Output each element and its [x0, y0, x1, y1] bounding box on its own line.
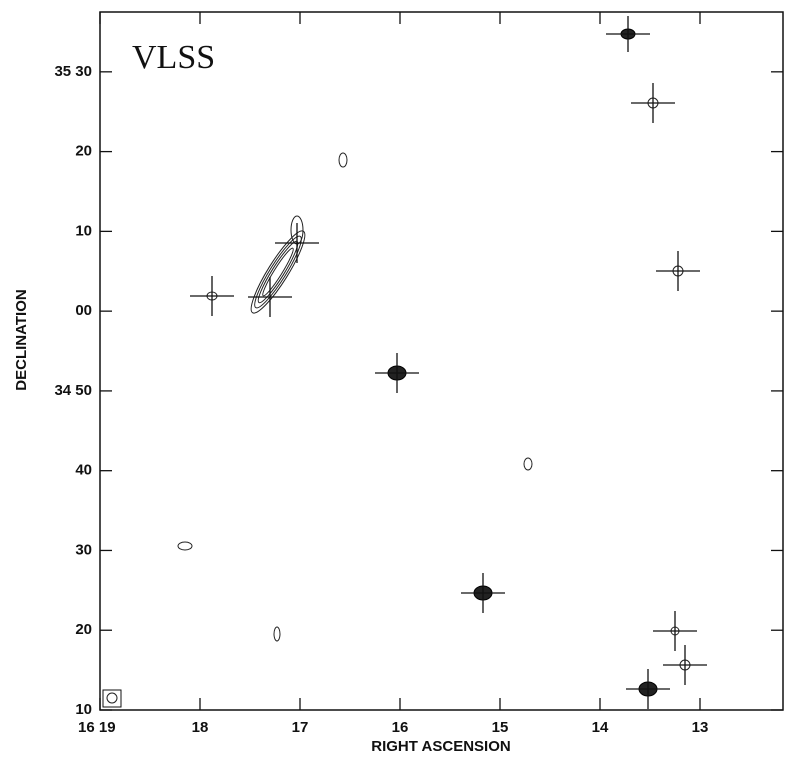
x-tick-label: 14 [592, 719, 609, 736]
x-axis-label: RIGHT ASCENSION [371, 738, 510, 755]
y-tick-label: 40 [75, 462, 92, 479]
plot-frame [100, 12, 783, 710]
x-tick-label: 18 [192, 719, 209, 736]
y-axis-label: DECLINATION [13, 289, 30, 390]
x-tick-label: 15 [492, 719, 509, 736]
x-tick-label: 17 [292, 719, 309, 736]
y-tick-label: 30 [75, 541, 92, 558]
x-tick-label: 16 19 [78, 719, 116, 736]
x-tick-label: 13 [692, 719, 709, 736]
y-tick-label: 35 30 [54, 63, 92, 80]
annotation: VLSS [132, 39, 215, 76]
y-tick-label: 10 [75, 701, 92, 718]
y-tick-label: 20 [75, 143, 92, 160]
y-tick-label: 34 50 [54, 382, 92, 399]
y-tick-label: 00 [75, 302, 92, 319]
y-tick-label: 10 [75, 222, 92, 239]
x-tick-label: 16 [392, 719, 409, 736]
chart: VLSS RIGHT ASCENSION DECLINATION 16 19 18… [0, 0, 785, 758]
y-tick-label: 20 [75, 621, 92, 638]
